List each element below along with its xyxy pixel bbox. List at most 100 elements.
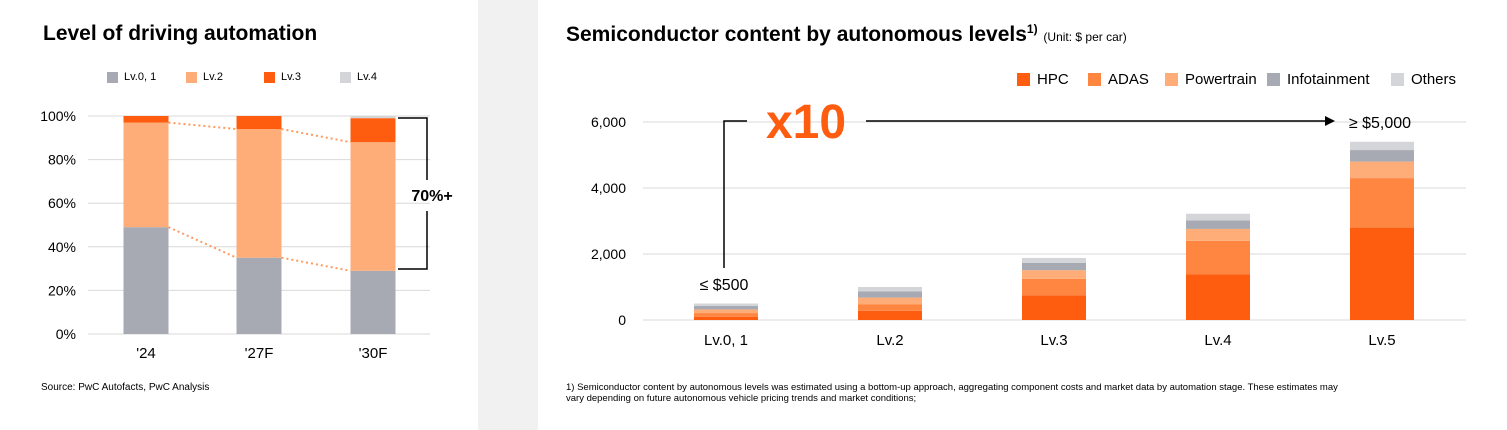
connector-line: [168, 121, 237, 131]
y-tick-label: 80%: [48, 152, 76, 168]
bar-segment-adas: [858, 304, 922, 311]
footnote: 1) Semiconductor content by autonomous l…: [566, 382, 1338, 404]
growth-bracket: [723, 120, 747, 268]
left-chart-panel: Level of driving automation Lv.0, 1 Lv.2 L…: [0, 0, 478, 430]
x-tick-label: Lv.3: [1040, 332, 1067, 349]
bar-segment-hpc: [1350, 227, 1414, 320]
left-chart-title: Level of driving automation: [43, 22, 318, 45]
x-tick-label: Lv.0, 1: [704, 332, 748, 349]
legend-swatch: [340, 71, 351, 83]
legend-item-infotainment: Infotainment: [1267, 71, 1370, 88]
connector-line: [281, 128, 351, 144]
bar-segment-powertrain: [694, 309, 758, 314]
x-tick-label: Lv.5: [1368, 332, 1395, 349]
bar-segment-hpc: [694, 316, 758, 320]
bar-segment-lv-0-1: [123, 227, 169, 334]
high-value-label: ≥ $5,000: [1349, 115, 1411, 132]
legend-label: Infotainment: [1287, 71, 1370, 88]
bar-segment-infotainment: [858, 291, 922, 298]
bar-segment-infotainment: [694, 305, 758, 310]
y-tick-label: 0: [618, 312, 626, 328]
legend-swatch: [1267, 73, 1280, 86]
legend-label: Lv.0, 1: [124, 71, 157, 83]
right-title-text: Semiconductor content by autonomous leve…: [566, 23, 1027, 46]
legend-swatch: [1017, 73, 1030, 86]
y-tick-label: 60%: [48, 195, 76, 211]
bar-segment-powertrain: [1022, 270, 1086, 279]
bar-segment-infotainment: [1186, 220, 1250, 229]
legend-label: Others: [1411, 71, 1457, 88]
multiplier-label: x10: [766, 96, 846, 149]
connector-line: [168, 226, 237, 259]
bar-segment-infotainment: [1022, 262, 1086, 271]
bar-segment-lv-3: [350, 118, 396, 143]
y-tick-label: 100%: [40, 108, 76, 124]
legend-swatch: [186, 71, 197, 83]
bar-segment-others: [1350, 141, 1414, 151]
legend-item-others: Others: [1391, 71, 1456, 88]
bar-segment-others: [694, 303, 758, 306]
y-tick-label: 40%: [48, 239, 76, 255]
x-tick-label: '30F: [359, 345, 388, 362]
bracket: [398, 117, 428, 270]
legend-label: Lv.2: [203, 71, 223, 83]
unit-label: (Unit: $ per car): [1043, 30, 1127, 44]
bar-segment-others: [1186, 213, 1250, 221]
right-chart-title: Semiconductor content by autonomous leve…: [566, 22, 1127, 47]
bar-segment-lv-2: [123, 122, 169, 228]
legend-swatch: [1165, 73, 1178, 86]
legend-swatch: [107, 71, 118, 83]
bar-segment-adas: [1350, 178, 1414, 228]
growth-arrowhead: [1325, 116, 1335, 126]
bar-segment-lv-2: [350, 142, 396, 271]
legend-item-lv-2: Lv.2: [186, 71, 223, 83]
bar-segment-lv-2: [236, 129, 282, 258]
bar-segment-infotainment: [1350, 150, 1414, 162]
bar-segment-lv-3: [123, 116, 169, 123]
legend-item-hpc: HPC: [1017, 71, 1069, 88]
y-tick-label: 20%: [48, 282, 76, 298]
legend-label: Lv.4: [357, 71, 377, 83]
legend-label: ADAS: [1108, 71, 1149, 88]
connector-line: [281, 256, 351, 272]
bar-segment-lv-4: [350, 116, 396, 119]
bar-segment-lv-3: [236, 116, 282, 130]
legend-label: HPC: [1037, 71, 1069, 88]
y-tick-label: 0%: [56, 326, 76, 342]
right-chart-panel: Semiconductor content by autonomous leve…: [538, 0, 1507, 430]
bar-segment-powertrain: [1350, 161, 1414, 179]
title-footnote-mark: 1): [1026, 22, 1038, 36]
legend-swatch: [1088, 73, 1101, 86]
bar-segment-others: [1022, 257, 1086, 263]
low-value-label: ≤ $500: [700, 277, 749, 294]
y-tick-label: 4,000: [591, 180, 626, 196]
bar-segment-adas: [1186, 240, 1250, 275]
legend-swatch: [264, 71, 275, 83]
legend-swatch: [1391, 73, 1404, 86]
bar-segment-hpc: [1022, 295, 1086, 320]
legend-item-lv-0-1: Lv.0, 1: [107, 71, 156, 83]
bracket-label: 70%+: [411, 188, 452, 205]
x-tick-label: '24: [136, 345, 156, 362]
legend-label: Lv.3: [281, 71, 301, 83]
bar-segment-powertrain: [1186, 228, 1250, 241]
x-tick-label: Lv.2: [876, 332, 903, 349]
source-note: Source: PwC Autofacts, PwC Analysis: [41, 382, 210, 393]
bar-segment-lv-0-1: [350, 270, 396, 334]
legend-item-lv-4: Lv.4: [340, 71, 377, 83]
y-tick-label: 2,000: [591, 246, 626, 262]
bar-segment-hpc: [858, 310, 922, 320]
bar-segment-others: [858, 287, 922, 292]
legend-item-adas: ADAS: [1088, 71, 1149, 88]
bar-segment-hpc: [1186, 274, 1250, 320]
y-tick-label: 6,000: [591, 114, 626, 130]
bar-segment-lv-0-1: [236, 257, 282, 334]
legend-item-powertrain: Powertrain: [1165, 71, 1257, 88]
bar-segment-powertrain: [858, 297, 922, 305]
legend-item-lv-3: Lv.3: [264, 71, 301, 83]
bar-segment-adas: [1022, 278, 1086, 296]
x-tick-label: '27F: [245, 345, 274, 362]
legend-label: Powertrain: [1185, 71, 1257, 88]
x-tick-label: Lv.4: [1204, 332, 1231, 349]
